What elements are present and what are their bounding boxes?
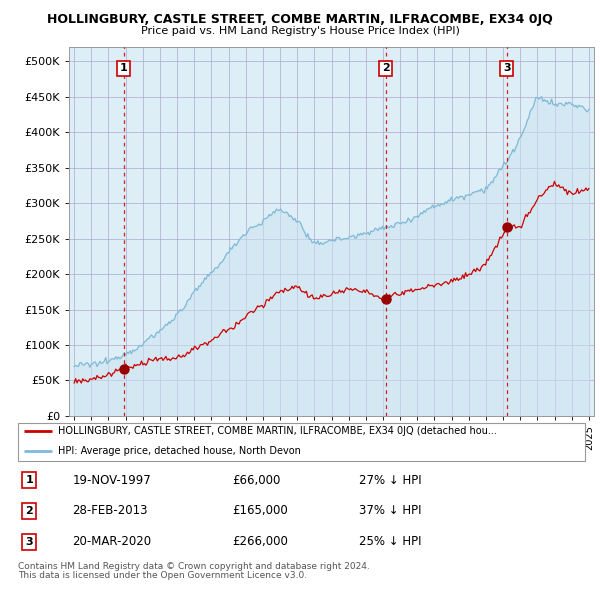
Text: £266,000: £266,000 xyxy=(233,535,289,548)
Text: 2: 2 xyxy=(382,64,389,74)
Text: 27% ↓ HPI: 27% ↓ HPI xyxy=(359,474,421,487)
Text: 37% ↓ HPI: 37% ↓ HPI xyxy=(359,504,421,517)
Text: 1: 1 xyxy=(120,64,127,74)
Text: 28-FEB-2013: 28-FEB-2013 xyxy=(73,504,148,517)
Text: HOLLINGBURY, CASTLE STREET, COMBE MARTIN, ILFRACOMBE, EX34 0JQ: HOLLINGBURY, CASTLE STREET, COMBE MARTIN… xyxy=(47,13,553,26)
FancyBboxPatch shape xyxy=(18,423,585,461)
Text: 3: 3 xyxy=(26,537,33,547)
Text: Price paid vs. HM Land Registry's House Price Index (HPI): Price paid vs. HM Land Registry's House … xyxy=(140,26,460,36)
Text: 25% ↓ HPI: 25% ↓ HPI xyxy=(359,535,421,548)
Text: 3: 3 xyxy=(503,64,511,74)
Text: HPI: Average price, detached house, North Devon: HPI: Average price, detached house, Nort… xyxy=(58,446,301,456)
Text: Contains HM Land Registry data © Crown copyright and database right 2024.: Contains HM Land Registry data © Crown c… xyxy=(18,562,370,571)
Text: £165,000: £165,000 xyxy=(233,504,289,517)
Text: 1: 1 xyxy=(25,475,33,485)
Text: HOLLINGBURY, CASTLE STREET, COMBE MARTIN, ILFRACOMBE, EX34 0JQ (detached hou...: HOLLINGBURY, CASTLE STREET, COMBE MARTIN… xyxy=(58,427,497,436)
Text: 19-NOV-1997: 19-NOV-1997 xyxy=(73,474,151,487)
Text: 20-MAR-2020: 20-MAR-2020 xyxy=(73,535,151,548)
Text: 2: 2 xyxy=(25,506,33,516)
Text: £66,000: £66,000 xyxy=(233,474,281,487)
Text: This data is licensed under the Open Government Licence v3.0.: This data is licensed under the Open Gov… xyxy=(18,571,307,579)
